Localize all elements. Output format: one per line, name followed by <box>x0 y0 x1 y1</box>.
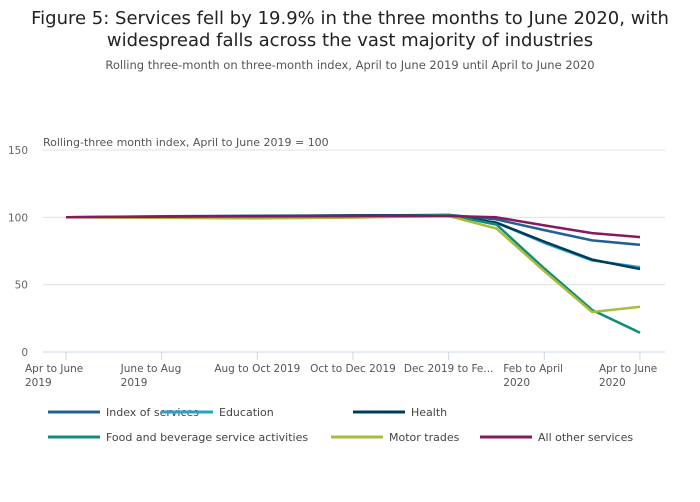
legend-label: Food and beverage service activities <box>106 431 308 444</box>
legend-label: All other services <box>538 431 633 444</box>
y-axis-label: Rolling-three month index, April to June… <box>43 136 329 149</box>
chart-title: Figure 5: Services fell by 19.9% in the … <box>31 8 669 51</box>
x-tick-label: Apr to June <box>25 363 83 375</box>
series-line-all-other-services <box>65 214 641 239</box>
x-tick-label: Apr to June <box>599 363 657 375</box>
x-tick-label: June to Aug <box>120 363 182 375</box>
series-line-motor-trades <box>65 214 641 314</box>
legend-label: Health <box>411 406 447 419</box>
series-line-health <box>65 213 641 271</box>
x-tick-label: Aug to Oct 2019 <box>214 363 300 375</box>
legend-label: Index of services <box>106 406 199 419</box>
y-tick-label: 0 <box>21 347 28 359</box>
x-tick-label: 2019 <box>121 377 148 389</box>
y-tick-label: 150 <box>8 145 28 157</box>
chart-subtitle: Rolling three-month on three-month index… <box>105 58 595 72</box>
x-tick-label: 2020 <box>503 377 530 389</box>
x-tick-label: 2019 <box>25 377 52 389</box>
x-tick-label: Dec 2019 to Fe... <box>404 363 494 375</box>
y-tick-label: 50 <box>15 280 28 292</box>
series-line-index-of-services <box>65 213 641 247</box>
x-tick-label: Feb to April <box>503 363 563 375</box>
y-tick-label: 100 <box>8 212 28 224</box>
legend-label: Motor trades <box>389 431 460 444</box>
series-line-education <box>65 214 641 269</box>
x-tick-label: Oct to Dec 2019 <box>310 363 396 375</box>
legend-label: Education <box>219 406 274 419</box>
x-tick-label: 2020 <box>599 377 626 389</box>
